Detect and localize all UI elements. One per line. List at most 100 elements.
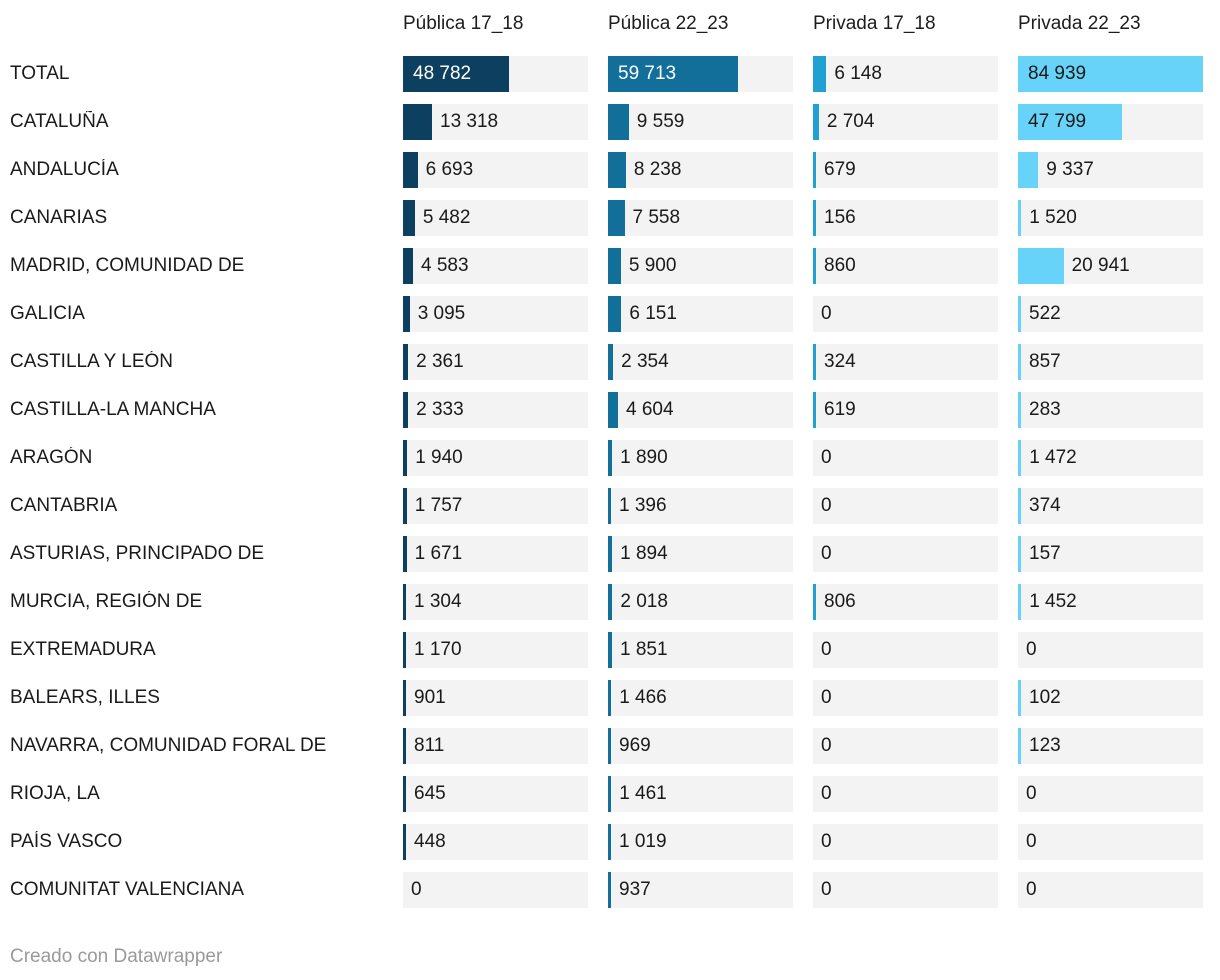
bar-cell: 448 — [403, 824, 588, 860]
bar-value-label: 969 — [619, 735, 651, 756]
bar-value-label: 1 304 — [414, 591, 462, 612]
bar-value-label: 1 019 — [619, 831, 667, 852]
bar — [403, 200, 415, 236]
row-label: CASTILLA-LA MANCHA — [10, 399, 216, 420]
table-row: CASTILLA-LA MANCHA 2 333 4 604 619 283 — [10, 386, 1220, 434]
bar — [1018, 344, 1021, 380]
bar-cell: 806 — [813, 584, 998, 620]
row-label: BALEARS, ILLES — [10, 687, 160, 708]
row-label: TOTAL — [10, 63, 70, 84]
bar-cell: 522 — [1018, 296, 1203, 332]
column-header: Privada 22_23 — [1018, 13, 1141, 34]
bar-value-label: 48 782 — [413, 63, 472, 84]
bar-value-label: 0 — [821, 735, 832, 756]
bar-value-label: 619 — [824, 399, 856, 420]
bar-cell: 0 — [1018, 776, 1203, 812]
bar — [403, 776, 406, 812]
bar-value-label: 0 — [821, 639, 832, 660]
bar-value-label: 1 851 — [620, 639, 668, 660]
bar-value-label: 0 — [1026, 639, 1037, 660]
bar-cell: 1 466 — [608, 680, 793, 716]
bar-cell: 860 — [813, 248, 998, 284]
bar-value-label: 1 671 — [414, 543, 463, 564]
table-row: COMUNITAT VALENCIANA 0 937 0 0 — [10, 866, 1220, 914]
bar-cell: 84 939 — [1018, 56, 1203, 92]
bar-cell: 1 894 — [608, 536, 793, 572]
table-row: NAVARRA, COMUNIDAD FORAL DE 811 969 0 123 — [10, 722, 1220, 770]
bar-value-label: 47 799 — [1028, 111, 1087, 132]
bar-value-label: 6 693 — [425, 159, 474, 180]
bar-cell: 5 900 — [608, 248, 793, 284]
bar-value-label: 84 939 — [1028, 63, 1087, 84]
table-row: TOTAL 48 782 59 713 6 148 84 939 — [10, 50, 1220, 98]
bar-value-label: 6 148 — [834, 63, 882, 84]
bar-value-label: 157 — [1029, 543, 1061, 564]
bar-value-label: 937 — [619, 879, 651, 900]
bar-cell: 102 — [1018, 680, 1203, 716]
bar-cell: 1 452 — [1018, 584, 1203, 620]
bar-cell: 2 333 — [403, 392, 588, 428]
bar-cell: 6 693 — [403, 152, 588, 188]
bar-value-label: 1 170 — [414, 639, 462, 660]
bar-cell: 156 — [813, 200, 998, 236]
bar — [1018, 536, 1021, 572]
bar-cell: 13 318 — [403, 104, 588, 140]
bar-cell: 0 — [813, 632, 998, 668]
bar-value-label: 2 018 — [620, 591, 668, 612]
bar-cell: 2 018 — [608, 584, 793, 620]
bar — [608, 248, 621, 284]
bar-value-label: 1 472 — [1029, 447, 1077, 468]
bar — [608, 392, 618, 428]
table-row: MURCIA, REGIÓN DE 1 304 2 018 806 1 452 — [10, 578, 1220, 626]
column-header: Privada 17_18 — [813, 13, 936, 34]
bar-cell: 1 940 — [403, 440, 588, 476]
bar-cell: 7 558 — [608, 200, 793, 236]
table-row: CANARIAS 5 482 7 558 156 1 520 — [10, 194, 1220, 242]
bar — [813, 56, 827, 92]
bar — [1018, 440, 1022, 476]
bar-value-label: 324 — [824, 351, 856, 372]
bar-cell: 1 396 — [608, 488, 793, 524]
bar-cell: 679 — [813, 152, 998, 188]
row-label: NAVARRA, COMUNIDAD FORAL DE — [10, 735, 327, 756]
table-row: CATALUÑA 13 318 9 559 2 704 47 799 — [10, 98, 1220, 146]
bar-cell: 20 941 — [1018, 248, 1203, 284]
bar — [403, 344, 409, 380]
bar — [403, 248, 413, 284]
bar-value-label: 123 — [1029, 735, 1061, 756]
bar-value-label: 1 461 — [619, 783, 667, 804]
bar-cell: 9 337 — [1018, 152, 1203, 188]
bar — [608, 56, 739, 92]
bar-cell: 374 — [1018, 488, 1203, 524]
bar — [813, 104, 819, 140]
bar-cell: 0 — [813, 536, 998, 572]
bar-value-label: 0 — [821, 543, 832, 564]
table-row: GALICIA 3 095 6 151 0 522 — [10, 290, 1220, 338]
bar-cell: 8 238 — [608, 152, 793, 188]
bar — [608, 728, 611, 764]
bar-cell: 6 148 — [813, 56, 998, 92]
bar — [403, 152, 418, 188]
row-label: MURCIA, REGIÓN DE — [10, 591, 203, 612]
bar-cell: 3 095 — [403, 296, 588, 332]
bar — [608, 776, 612, 812]
bar — [1018, 488, 1021, 524]
bar-cell: 937 — [608, 872, 793, 908]
bar-cell: 2 361 — [403, 344, 588, 380]
bar — [403, 104, 432, 140]
bar-value-label: 679 — [824, 159, 856, 180]
bar — [813, 200, 816, 236]
bar-cell: 969 — [608, 728, 793, 764]
table-row: MADRID, COMUNIDAD DE 4 583 5 900 860 20 941 — [10, 242, 1220, 290]
bar — [1018, 200, 1022, 236]
bar — [1018, 296, 1021, 332]
bar — [1018, 392, 1021, 428]
bar-value-label: 5 482 — [422, 207, 471, 228]
bar-value-label: 811 — [414, 735, 445, 756]
bar-value-label: 283 — [1029, 399, 1061, 420]
bar — [608, 440, 613, 476]
datawrapper-credit[interactable]: Creado con Datawrapper — [10, 946, 223, 967]
bar-value-label: 1 396 — [619, 495, 667, 516]
bar-value-label: 0 — [821, 687, 832, 708]
bar-value-label: 0 — [1026, 879, 1037, 900]
